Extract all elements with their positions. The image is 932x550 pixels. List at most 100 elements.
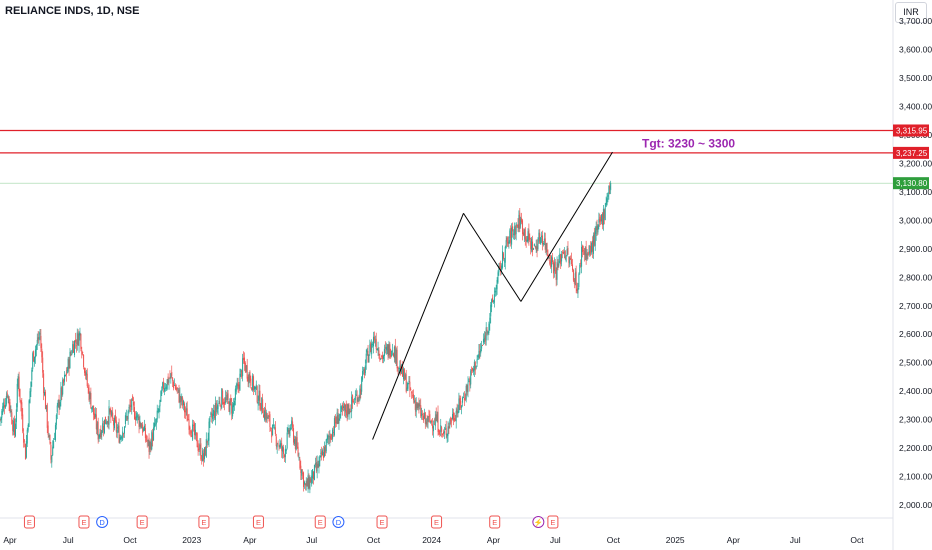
candle-body	[146, 441, 148, 443]
candle-body	[22, 414, 24, 432]
x-tick-label: Apr	[243, 535, 256, 545]
candle-body	[527, 231, 529, 242]
candle-body	[133, 407, 135, 419]
candle-body	[254, 386, 256, 389]
candle-body	[124, 415, 126, 425]
candle-body	[263, 414, 265, 418]
candle-body	[414, 399, 416, 410]
candle-body	[281, 443, 283, 451]
candle-body	[176, 387, 178, 390]
x-tick-label: Apr	[487, 535, 500, 545]
candle-body	[421, 413, 423, 417]
candle-body	[535, 245, 537, 249]
candle-body	[117, 427, 119, 429]
candle-body	[93, 405, 95, 415]
candle-body	[207, 438, 209, 442]
candle-body	[113, 419, 115, 426]
candle-body	[12, 424, 14, 431]
candle-body	[609, 185, 611, 189]
candle-body	[503, 260, 505, 262]
event-marker-label: E	[318, 518, 323, 527]
candle-body	[385, 347, 387, 349]
candle-body	[370, 343, 372, 353]
candle-body	[257, 402, 259, 404]
candle-body	[346, 410, 348, 416]
earnings-marker	[23, 515, 35, 529]
candle-body	[261, 397, 263, 409]
candle-body	[180, 396, 182, 402]
candle-body	[152, 433, 154, 442]
candle-body	[196, 433, 198, 448]
candle-body	[273, 424, 275, 426]
candle-body	[272, 424, 274, 436]
candle-body	[605, 202, 607, 207]
candle-body	[127, 410, 129, 420]
candle-body	[325, 439, 327, 452]
last-price-label: 3,130.80	[896, 179, 928, 188]
candle-body	[33, 351, 35, 362]
candle-body	[82, 352, 84, 353]
x-tick-label: Oct	[850, 535, 864, 545]
chart-title: RELIANCE INDS, 1D, NSE	[5, 5, 140, 17]
candle-body	[607, 195, 609, 197]
candle-body	[282, 446, 284, 452]
y-tick-label: 3,200.00	[899, 158, 932, 168]
candle-body	[355, 394, 357, 396]
candle-body	[482, 339, 484, 343]
currency-button[interactable]: INR	[895, 2, 927, 23]
candle-body	[169, 376, 171, 379]
candle-body	[412, 394, 414, 401]
candle-body	[563, 252, 565, 254]
candle-body	[253, 376, 255, 391]
candle-body	[204, 446, 206, 456]
candle-body	[498, 266, 500, 273]
candle-body	[283, 447, 285, 454]
candle-body	[422, 415, 424, 421]
candle-body	[20, 400, 22, 405]
candle-body	[577, 288, 579, 294]
x-tick-label: Oct	[123, 535, 137, 545]
candle-body	[608, 185, 610, 195]
candle-body	[397, 367, 399, 369]
y-tick-label: 2,600.00	[899, 329, 932, 339]
candle-body	[236, 384, 238, 388]
candle-body	[539, 233, 541, 243]
candle-body	[153, 427, 155, 441]
candle-body	[461, 405, 463, 408]
candle-body	[125, 416, 127, 418]
candle-body	[203, 447, 205, 460]
candle-body	[349, 411, 351, 414]
candle-body	[455, 411, 457, 422]
y-tick-label: 2,000.00	[899, 500, 932, 510]
candle-body	[557, 263, 559, 268]
candle-body	[233, 400, 235, 406]
candle-body	[243, 357, 245, 364]
candle-body	[522, 232, 524, 236]
candle-body	[166, 379, 168, 389]
candle-body	[473, 361, 475, 371]
candle-body	[25, 441, 27, 458]
candle-body	[66, 369, 68, 374]
candle-body	[199, 444, 201, 449]
candle-body	[326, 438, 328, 441]
pattern-trendline	[463, 213, 522, 302]
candle-body	[353, 400, 355, 402]
candle-body	[562, 251, 564, 254]
candle-body	[303, 481, 305, 485]
candle-body	[36, 340, 38, 346]
candle-body	[413, 400, 415, 403]
candle-body	[131, 398, 133, 410]
candle-body	[135, 415, 137, 420]
candle-body	[45, 405, 47, 410]
candle-body	[582, 250, 584, 252]
candle-body	[96, 423, 98, 430]
candle-body	[94, 413, 96, 418]
earnings-marker	[252, 515, 264, 529]
candle-body	[87, 386, 89, 388]
candle-body	[181, 396, 183, 400]
candle-body	[339, 414, 341, 418]
candle-body	[73, 344, 75, 353]
candle-body	[141, 427, 143, 429]
candle-body	[507, 241, 509, 244]
